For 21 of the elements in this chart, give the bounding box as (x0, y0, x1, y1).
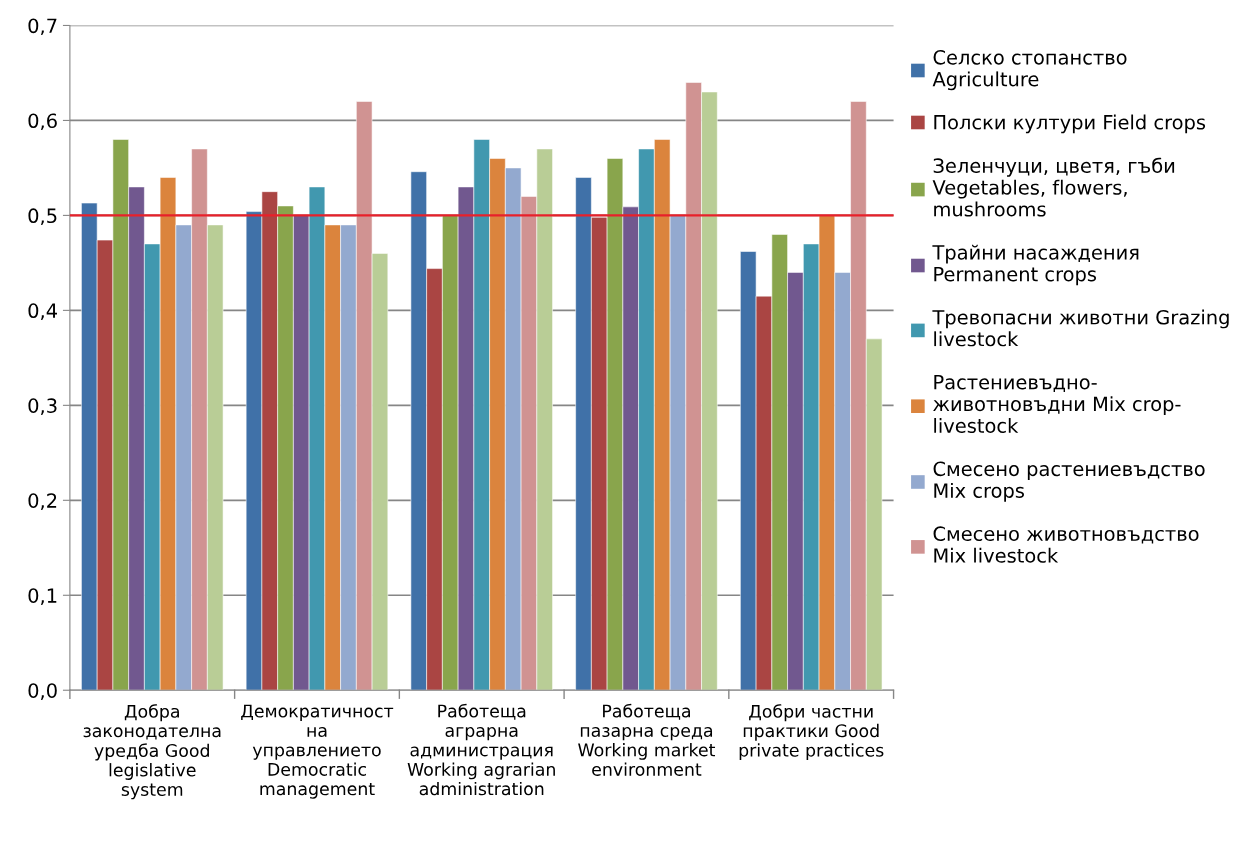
legend-label: Зеленчуци, цветя, гъби Vegetables, flowers, mushrooms (932, 157, 1175, 217)
x-tick-label: Работеща пазарна среда Working market environment (578, 703, 716, 776)
y-tick-label: 0,1 (28, 588, 57, 605)
legend-label: Трайни насаждения Permanent crops (932, 244, 1139, 286)
y-tick-label: 0,0 (28, 683, 57, 700)
y-tick-label: 0,2 (28, 493, 57, 510)
legend-label: Смесено животновъдство Mix livestock (933, 526, 1199, 563)
x-tick-label: Демократичност на управлението Democratic management (241, 704, 394, 799)
y-tick-label: 0,7 (28, 18, 57, 36)
y-tick-label: 0,4 (28, 303, 57, 321)
x-tick-label: Добри частни практики Good private practices (739, 704, 884, 761)
x-tick-label: Работеща аграрна администрация Working agrarian administration (407, 703, 555, 796)
legend-label: Смесено растениевъдство Mix crops (933, 461, 1205, 502)
x-tick-label: Добра законодателна уредба Good legislative system (83, 704, 221, 800)
y-tick-label: 0,6 (28, 113, 57, 131)
legend-label: Селско стопанство Agriculture (932, 49, 1127, 91)
y-tick-label: 0,3 (28, 398, 57, 415)
legend-label: Полски култури Field crops (934, 114, 1206, 134)
legend-label: Тревопасни животни Grazing livestock (932, 309, 1229, 347)
legend-label: Растениевъдно- животновъдни Mix crop- livestock (933, 375, 1181, 434)
y-tick-label: 0,5 (28, 208, 57, 226)
